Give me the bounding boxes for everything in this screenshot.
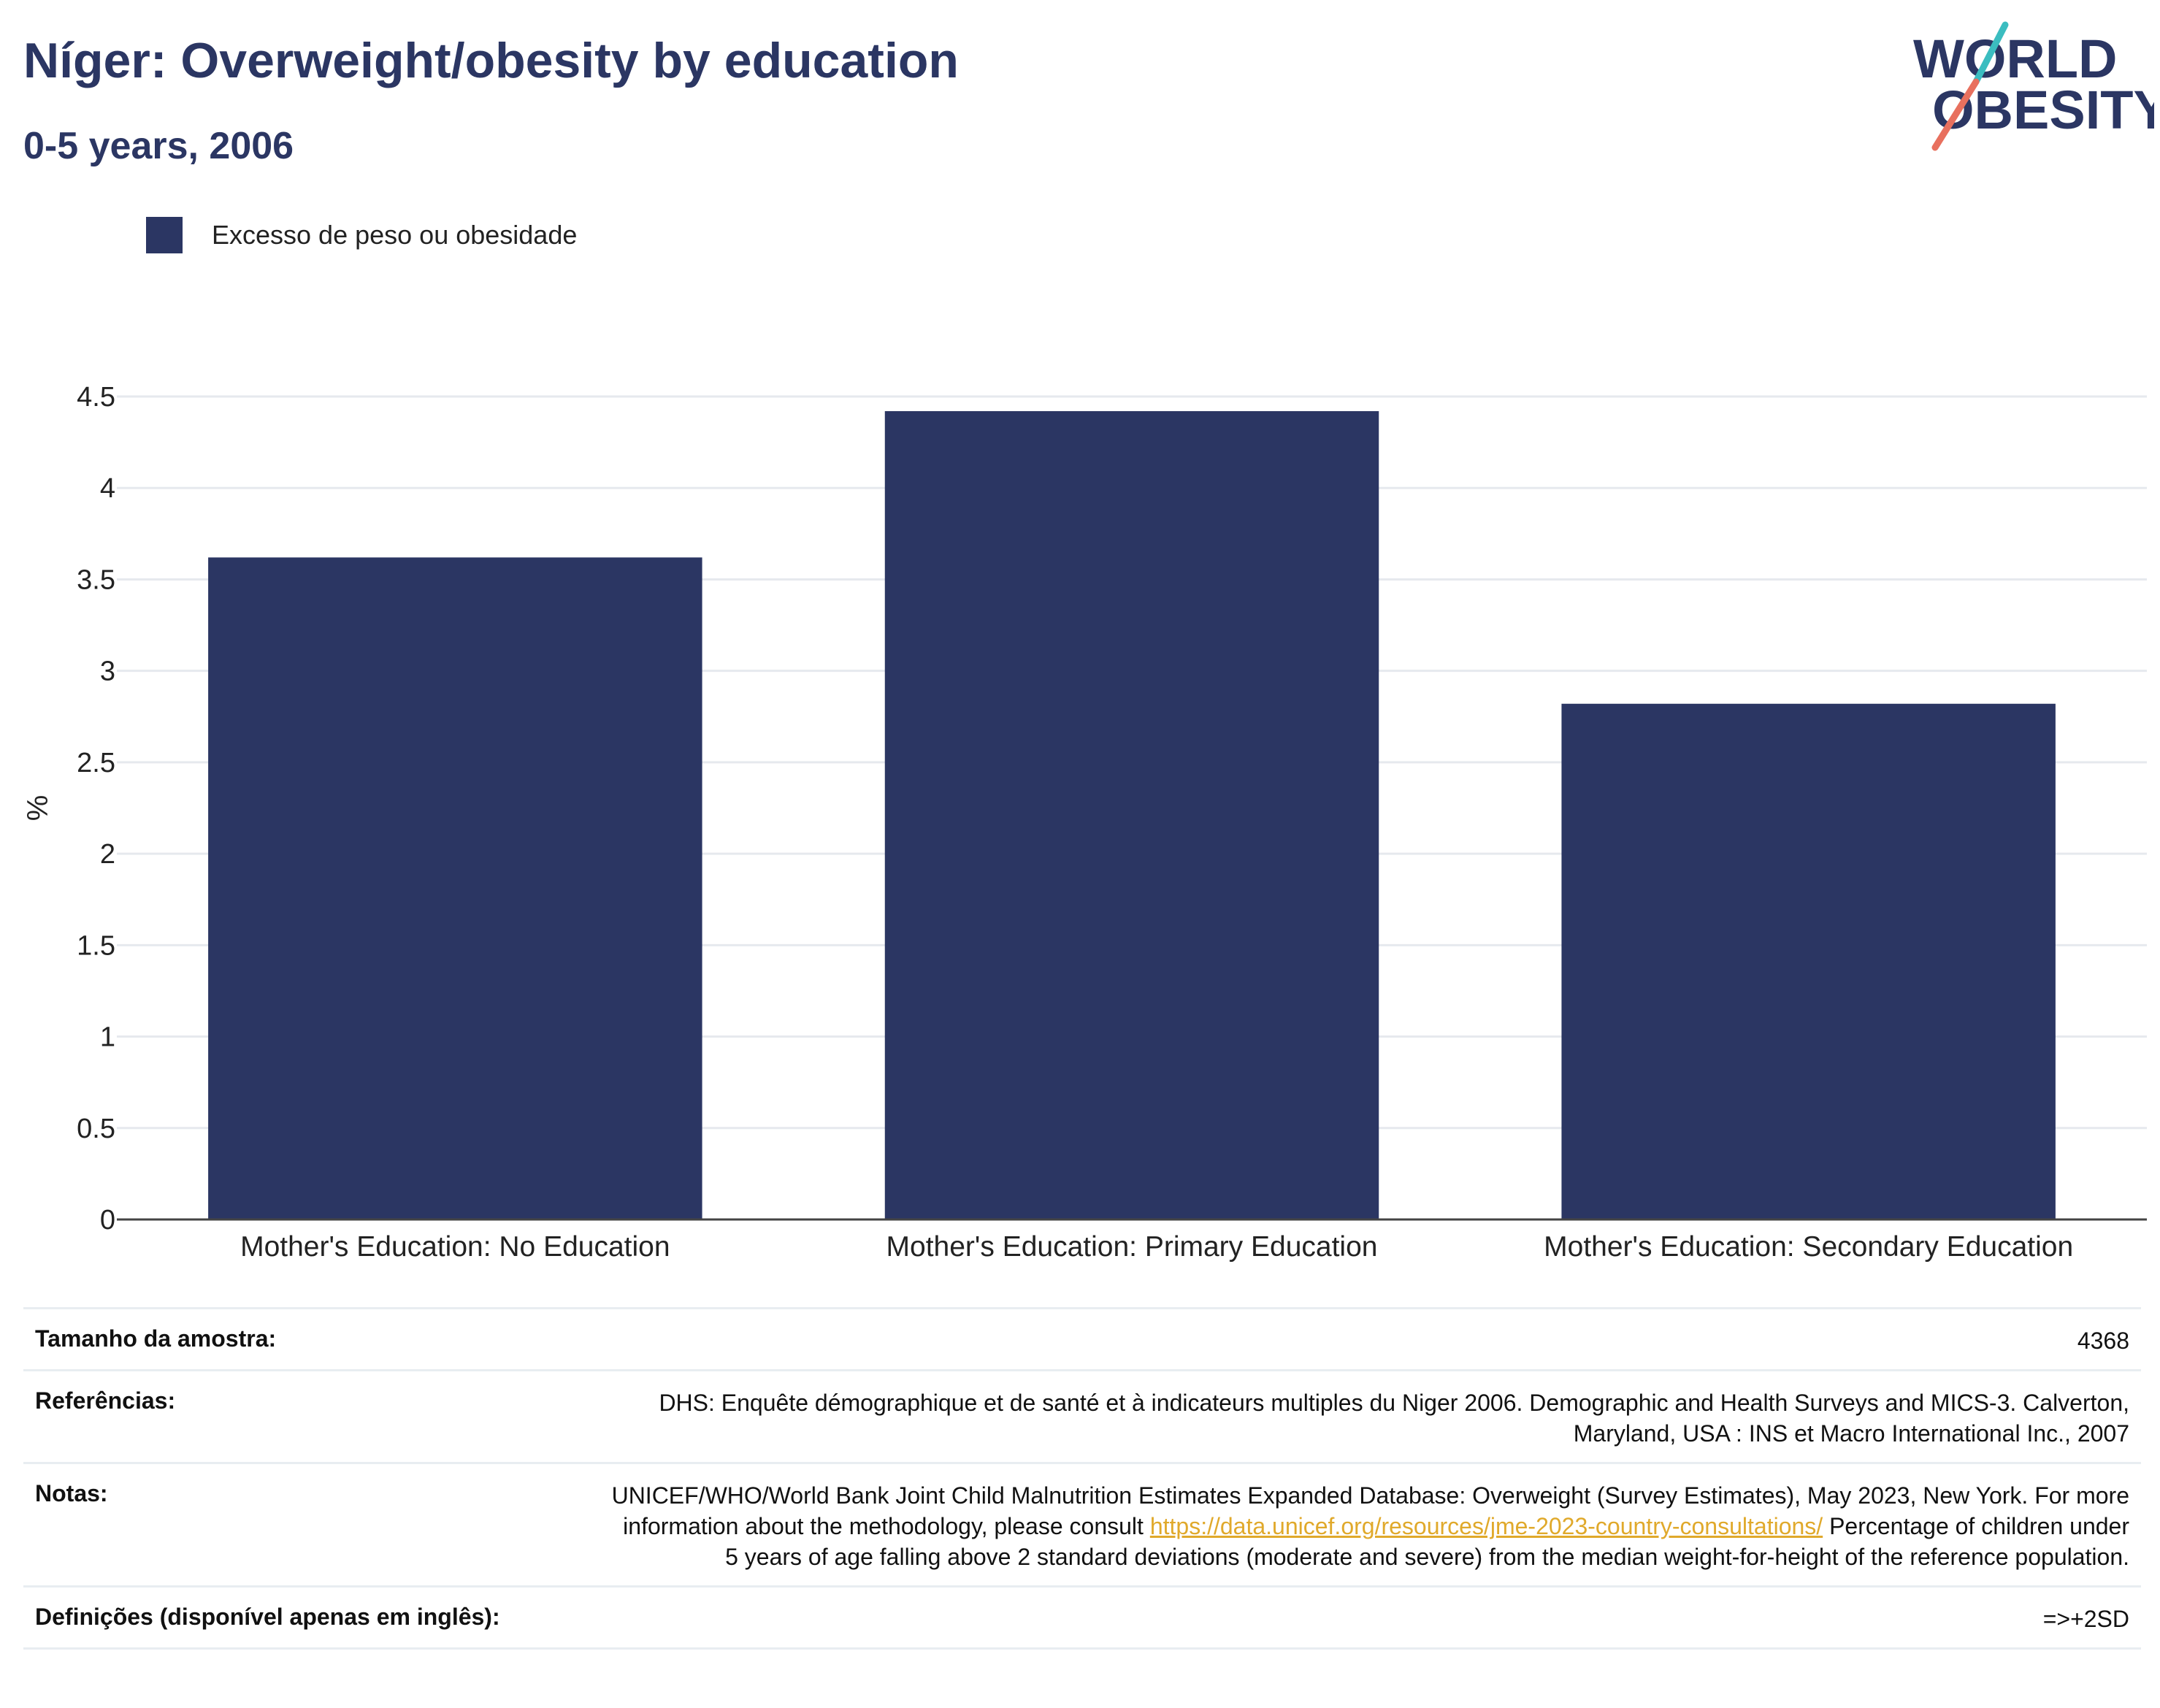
- page-title: Níger: Overweight/obesity by education: [23, 33, 959, 88]
- x-tick-labels: Mother's Education: No Education Mother's…: [240, 1231, 2073, 1263]
- x-tick-label: Mother's Education: Secondary Education: [1544, 1231, 2073, 1263]
- info-row-notes: Notas: UNICEF/WHO/World Bank Joint Child…: [23, 1462, 2141, 1585]
- sample-value: 4368: [2077, 1328, 2129, 1354]
- y-tick-label: 3.5: [77, 564, 115, 595]
- references-label: Referências:: [35, 1387, 176, 1414]
- info-table: Tamanho da amostra: 4368 Referências: DH…: [23, 1307, 2141, 1650]
- notes-text-before: UNICEF/WHO/World Bank Joint Child Malnut…: [611, 1482, 2129, 1539]
- y-tick-label: 0: [100, 1205, 115, 1236]
- y-tick-label: 2.5: [77, 748, 115, 778]
- notes-label: Notas:: [35, 1480, 108, 1506]
- notes-value: UNICEF/WHO/World Bank Joint Child Malnut…: [610, 1480, 2129, 1572]
- bar: [884, 411, 1379, 1219]
- world-obesity-logo: WORLD OBESITY: [1913, 21, 2154, 151]
- sample-label: Tamanho da amostra:: [35, 1325, 277, 1352]
- y-tick-label: 4: [100, 473, 115, 504]
- y-tick-label: 2: [100, 839, 115, 870]
- y-tick-label: 1: [100, 1022, 115, 1053]
- legend-label: Excesso de peso ou obesidade: [212, 220, 578, 250]
- bar: [1561, 703, 2056, 1219]
- page-subtitle: 0-5 years, 2006: [23, 125, 294, 167]
- y-tick-label: 3: [100, 656, 115, 687]
- info-row-sample: Tamanho da amostra: 4368: [23, 1307, 2141, 1369]
- info-row-references: Referências: DHS: Enquête démographique …: [23, 1369, 2141, 1462]
- notes-text-after: Percentage of children under 5 years of …: [725, 1513, 2129, 1570]
- bar-chart: 0 0.5 1 1.5 2 2.5 3 3.5 4 4.5 Mother's Education:…: [22, 382, 2147, 1263]
- x-tick-label: Mother's Education: Primary Education: [886, 1231, 1378, 1263]
- definitions-label: Definições (disponível apenas em inglês)…: [35, 1604, 500, 1630]
- logo-slash-teal: [1972, 21, 2009, 85]
- y-tick-label: 1.5: [77, 930, 115, 961]
- bar: [208, 557, 702, 1219]
- legend-swatch: [146, 217, 183, 253]
- chart-legend: Excesso de peso ou obesidade: [146, 216, 577, 254]
- definitions-value: =>+2SD: [2042, 1606, 2129, 1632]
- y-tick-label: 4.5: [77, 382, 115, 413]
- bars: [208, 411, 2056, 1219]
- references-value: DHS: Enquête démographique et de santé e…: [659, 1390, 2129, 1447]
- logo-slash-coral: [1931, 78, 1980, 151]
- y-tick-labels: 0 0.5 1 1.5 2 2.5 3 3.5 4 4.5: [77, 382, 115, 1236]
- info-row-definitions: Definições (disponível apenas em inglês)…: [23, 1585, 2141, 1650]
- y-tick-label: 0.5: [77, 1114, 115, 1144]
- logo-text-world: WORLD: [1913, 28, 2118, 89]
- notes-link[interactable]: https://data.unicef.org/resources/jme-20…: [1149, 1513, 1823, 1539]
- y-axis-label: %: [22, 795, 54, 822]
- x-tick-label: Mother's Education: No Education: [240, 1231, 670, 1263]
